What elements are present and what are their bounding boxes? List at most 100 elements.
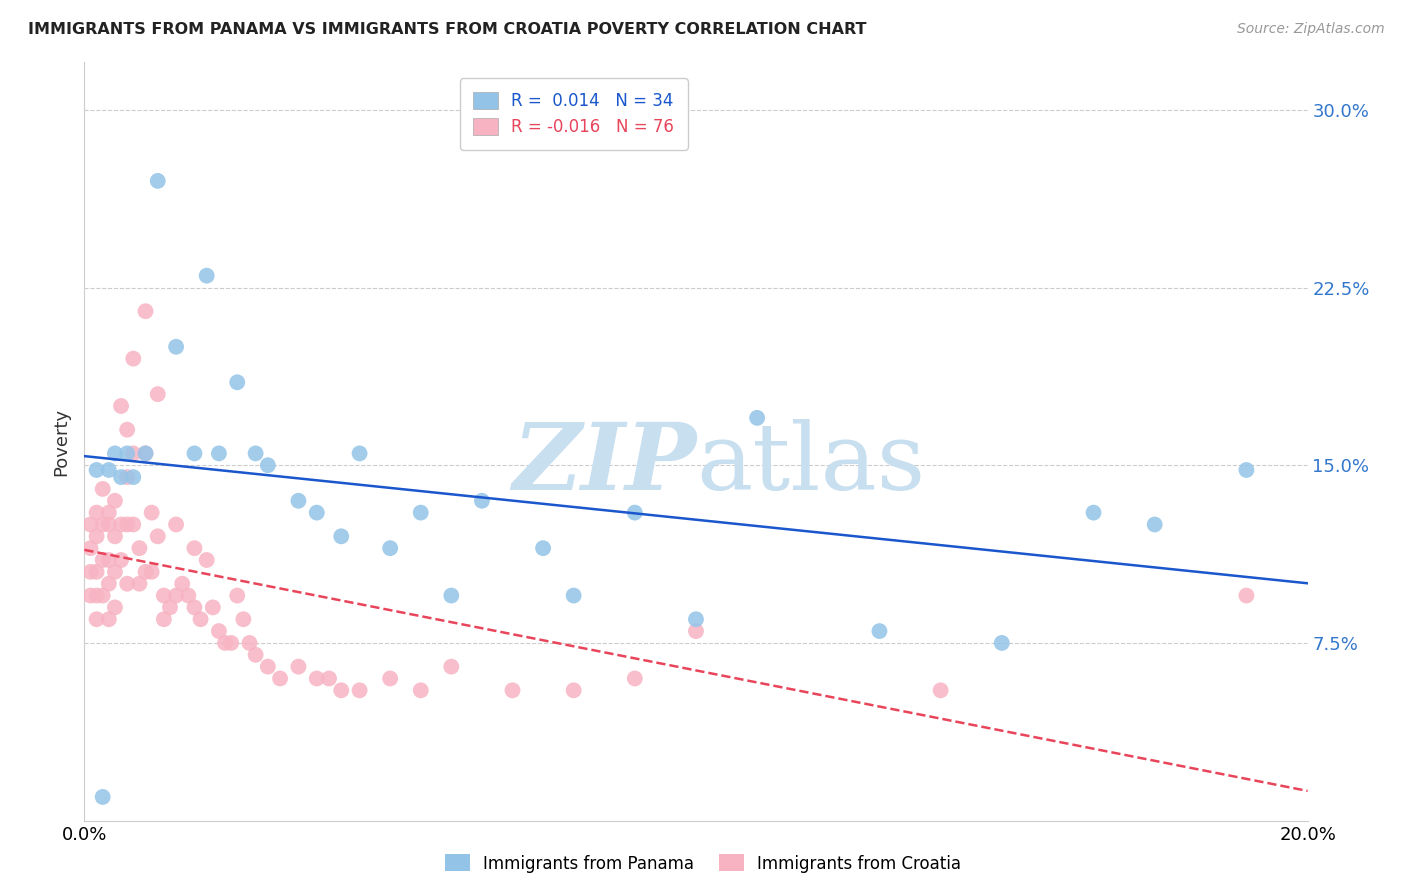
Point xyxy=(257,659,280,673)
Y-axis label: Poverty: Poverty xyxy=(52,408,70,475)
Point xyxy=(122,517,145,532)
Point xyxy=(531,541,554,556)
Point xyxy=(380,672,402,686)
Point xyxy=(305,506,328,520)
Point xyxy=(97,517,120,532)
Text: ZIP: ZIP xyxy=(512,419,696,509)
Point xyxy=(97,506,120,520)
Point xyxy=(110,470,132,484)
Point xyxy=(226,589,249,603)
Point xyxy=(195,553,218,567)
Legend: R =  0.014   N = 34, R = -0.016   N = 76: R = 0.014 N = 34, R = -0.016 N = 76 xyxy=(460,78,688,150)
Text: Source: ZipAtlas.com: Source: ZipAtlas.com xyxy=(1237,22,1385,37)
Point xyxy=(409,506,432,520)
Point xyxy=(1236,589,1258,603)
Point xyxy=(624,506,647,520)
Point xyxy=(146,387,169,401)
Point xyxy=(165,589,187,603)
Point xyxy=(562,589,585,603)
Point xyxy=(104,600,127,615)
Point xyxy=(219,636,242,650)
Point xyxy=(104,565,127,579)
Point xyxy=(86,529,108,543)
Point xyxy=(562,683,585,698)
Point xyxy=(141,506,163,520)
Point xyxy=(91,589,114,603)
Point xyxy=(165,340,187,354)
Point xyxy=(245,648,267,662)
Point xyxy=(115,517,138,532)
Point xyxy=(991,636,1014,650)
Point xyxy=(471,493,494,508)
Point xyxy=(502,683,524,698)
Point xyxy=(287,659,309,673)
Point xyxy=(122,351,145,366)
Point xyxy=(104,446,127,460)
Point xyxy=(86,463,108,477)
Point xyxy=(195,268,218,283)
Point xyxy=(79,565,101,579)
Point xyxy=(177,589,200,603)
Point xyxy=(165,517,187,532)
Point xyxy=(104,493,127,508)
Point xyxy=(115,470,138,484)
Point xyxy=(97,463,120,477)
Legend: Immigrants from Panama, Immigrants from Croatia: Immigrants from Panama, Immigrants from … xyxy=(439,847,967,880)
Point xyxy=(183,541,205,556)
Point xyxy=(110,517,132,532)
Point xyxy=(146,174,169,188)
Point xyxy=(685,612,707,626)
Point xyxy=(91,517,114,532)
Point xyxy=(97,612,120,626)
Point xyxy=(287,493,309,508)
Point xyxy=(135,565,157,579)
Point xyxy=(238,636,260,650)
Point xyxy=(97,553,120,567)
Point xyxy=(128,541,150,556)
Point xyxy=(1236,463,1258,477)
Point xyxy=(115,446,138,460)
Point xyxy=(172,576,194,591)
Point xyxy=(232,612,254,626)
Point xyxy=(685,624,707,639)
Point xyxy=(122,446,145,460)
Point xyxy=(115,423,138,437)
Point xyxy=(208,446,231,460)
Point xyxy=(1083,506,1105,520)
Point xyxy=(91,553,114,567)
Point xyxy=(79,517,101,532)
Point xyxy=(214,636,236,650)
Point xyxy=(86,506,108,520)
Point xyxy=(86,612,108,626)
Point xyxy=(440,589,463,603)
Point xyxy=(929,683,952,698)
Point xyxy=(624,672,647,686)
Point xyxy=(153,589,176,603)
Point xyxy=(183,446,205,460)
Point xyxy=(91,482,114,496)
Point xyxy=(79,541,101,556)
Point xyxy=(104,529,127,543)
Point xyxy=(318,672,340,686)
Point xyxy=(269,672,291,686)
Point xyxy=(110,399,132,413)
Point xyxy=(349,446,371,460)
Point xyxy=(79,589,101,603)
Point xyxy=(257,458,280,473)
Point xyxy=(409,683,432,698)
Point xyxy=(159,600,181,615)
Text: IMMIGRANTS FROM PANAMA VS IMMIGRANTS FROM CROATIA POVERTY CORRELATION CHART: IMMIGRANTS FROM PANAMA VS IMMIGRANTS FRO… xyxy=(28,22,866,37)
Point xyxy=(135,304,157,318)
Point xyxy=(330,529,353,543)
Point xyxy=(110,553,132,567)
Point xyxy=(208,624,231,639)
Point xyxy=(349,683,371,698)
Point xyxy=(226,376,249,390)
Point xyxy=(97,576,120,591)
Text: atlas: atlas xyxy=(696,419,925,509)
Point xyxy=(128,576,150,591)
Point xyxy=(440,659,463,673)
Point xyxy=(1143,517,1166,532)
Point xyxy=(153,612,176,626)
Point xyxy=(380,541,402,556)
